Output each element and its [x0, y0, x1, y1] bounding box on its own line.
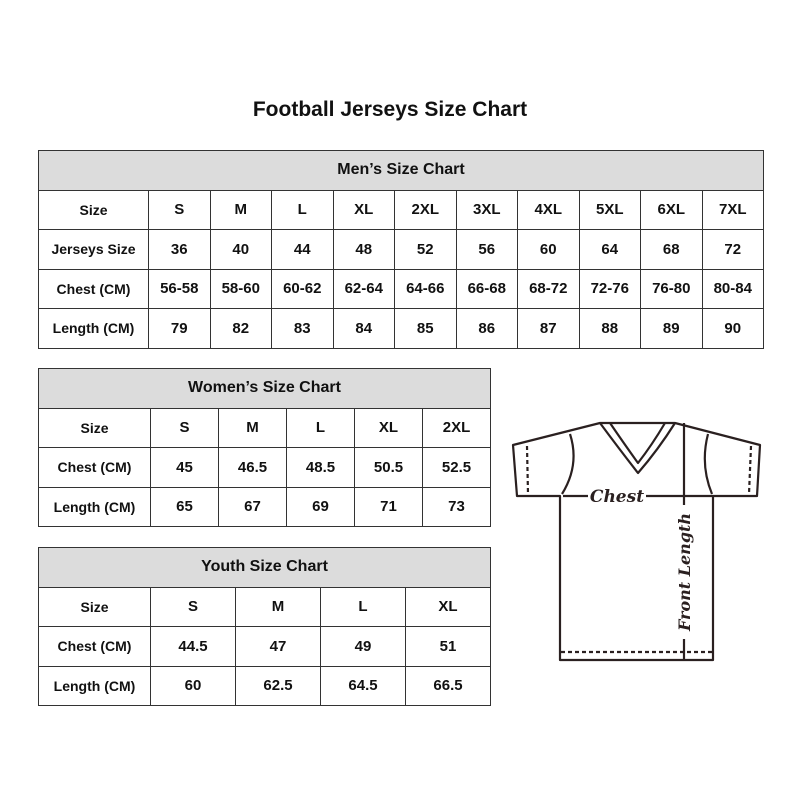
- size-header-cell: 7XL: [701, 189, 764, 230]
- row-label: Length (CM): [38, 665, 151, 706]
- table-cell: 56: [455, 229, 518, 270]
- row-label: Size: [38, 189, 149, 230]
- table-cell: 86: [455, 308, 518, 349]
- table-cell: 52.5: [422, 447, 491, 488]
- table-cell: 72: [701, 229, 764, 270]
- table-row: Jerseys Size 36 40 44 48 52 56 60 64 68 72: [38, 229, 764, 270]
- row-label: Chest (CM): [38, 268, 149, 309]
- table-cell: 46.5: [218, 447, 287, 488]
- table-row: Size S M L XL: [38, 586, 491, 627]
- table-cell: 62.5: [235, 665, 321, 706]
- table-cell: 68: [640, 229, 703, 270]
- table-cell: 72-76: [578, 268, 641, 309]
- table-cell: 44.5: [150, 626, 236, 667]
- row-label: Size: [38, 407, 151, 448]
- table-cell: 89: [640, 308, 703, 349]
- table-row: Size S M L XL 2XL: [38, 407, 491, 448]
- row-label: Length (CM): [38, 308, 149, 349]
- table-row: Size S M L XL 2XL 3XL 4XL 5XL 6XL 7XL: [38, 189, 764, 230]
- table-row: Chest (CM) 44.5 47 49 51: [38, 626, 491, 667]
- table-cell: 58-60: [209, 268, 272, 309]
- mens-size-table: Men’s Size Chart Size S M L XL 2XL 3XL 4XL 5XL 6XL…: [38, 150, 764, 349]
- size-header-cell: XL: [405, 586, 491, 627]
- table-cell: 60: [150, 665, 236, 706]
- table-cell: 48: [332, 229, 395, 270]
- table-cell: 51: [405, 626, 491, 667]
- front-length-label: Front Length: [675, 513, 694, 632]
- chest-label: Chest: [590, 487, 644, 507]
- size-header-cell: M: [209, 189, 272, 230]
- size-header-cell: S: [148, 189, 211, 230]
- page-title: Football Jerseys Size Chart: [252, 98, 528, 121]
- table-row: Chest (CM) 56-58 58-60 60-62 62-64 64-66 66-68…: [38, 268, 764, 309]
- row-label: Chest (CM): [38, 626, 151, 667]
- table-cell: 64: [578, 229, 641, 270]
- table-cell: 90: [701, 308, 764, 349]
- table-cell: 48.5: [286, 447, 355, 488]
- table-cell: 49: [320, 626, 406, 667]
- table-title: Women’s Size Chart: [38, 368, 491, 409]
- table-cell: 82: [209, 308, 272, 349]
- table-cell: 40: [209, 229, 272, 270]
- size-header-cell: M: [235, 586, 321, 627]
- table-title: Youth Size Chart: [38, 547, 491, 588]
- size-header-cell: 6XL: [640, 189, 703, 230]
- size-header-cell: XL: [354, 407, 423, 448]
- table-cell: 62-64: [332, 268, 395, 309]
- table-row: Chest (CM) 45 46.5 48.5 50.5 52.5: [38, 447, 491, 488]
- row-label: Length (CM): [38, 486, 151, 527]
- size-header-cell: L: [271, 189, 334, 230]
- table-cell: 36: [148, 229, 211, 270]
- table-cell: 68-72: [517, 268, 580, 309]
- table-cell: 60: [517, 229, 580, 270]
- table-cell: 87: [517, 308, 580, 349]
- table-cell: 66.5: [405, 665, 491, 706]
- table-cell: 52: [394, 229, 457, 270]
- table-row: Length (CM) 65 67 69 71 73: [38, 486, 491, 527]
- row-label: Jerseys Size: [38, 229, 149, 270]
- table-cell: 47: [235, 626, 321, 667]
- jersey-diagram: Chest Front Length: [511, 421, 762, 662]
- table-cell: 66-68: [455, 268, 518, 309]
- table-title: Men’s Size Chart: [38, 150, 764, 191]
- size-header-cell: L: [286, 407, 355, 448]
- table-cell: 67: [218, 486, 287, 527]
- table-cell: 69: [286, 486, 355, 527]
- size-header-cell: 4XL: [517, 189, 580, 230]
- table-row: Length (CM) 60 62.5 64.5 66.5: [38, 665, 491, 706]
- table-cell: 56-58: [148, 268, 211, 309]
- table-cell: 65: [150, 486, 219, 527]
- table-cell: 64-66: [394, 268, 457, 309]
- size-header-cell: XL: [332, 189, 395, 230]
- table-row: Length (CM) 79 82 83 84 85 86 87 88 89 90: [38, 308, 764, 349]
- table-cell: 79: [148, 308, 211, 349]
- table-cell: 83: [271, 308, 334, 349]
- size-header-cell: 2XL: [394, 189, 457, 230]
- table-cell: 60-62: [271, 268, 334, 309]
- row-label: Chest (CM): [38, 447, 151, 488]
- table-cell: 88: [578, 308, 641, 349]
- table-cell: 80-84: [701, 268, 764, 309]
- collar: [598, 421, 677, 475]
- table-cell: 73: [422, 486, 491, 527]
- size-header-cell: L: [320, 586, 406, 627]
- table-cell: 50.5: [354, 447, 423, 488]
- size-header-cell: S: [150, 407, 219, 448]
- table-cell: 84: [332, 308, 395, 349]
- size-header-cell: S: [150, 586, 236, 627]
- jersey-outline: [511, 421, 762, 662]
- table-cell: 76-80: [640, 268, 703, 309]
- row-label: Size: [38, 586, 151, 627]
- table-cell: 44: [271, 229, 334, 270]
- table-cell: 45: [150, 447, 219, 488]
- table-cell: 71: [354, 486, 423, 527]
- youth-size-table: Youth Size Chart Size S M L XL Chest (CM) 44.5 4…: [38, 547, 491, 706]
- size-header-cell: 3XL: [455, 189, 518, 230]
- table-cell: 85: [394, 308, 457, 349]
- size-header-cell: M: [218, 407, 287, 448]
- womens-size-table: Women’s Size Chart Size S M L XL 2XL Chest (CM)…: [38, 368, 491, 527]
- table-cell: 64.5: [320, 665, 406, 706]
- size-header-cell: 2XL: [422, 407, 491, 448]
- size-header-cell: 5XL: [578, 189, 641, 230]
